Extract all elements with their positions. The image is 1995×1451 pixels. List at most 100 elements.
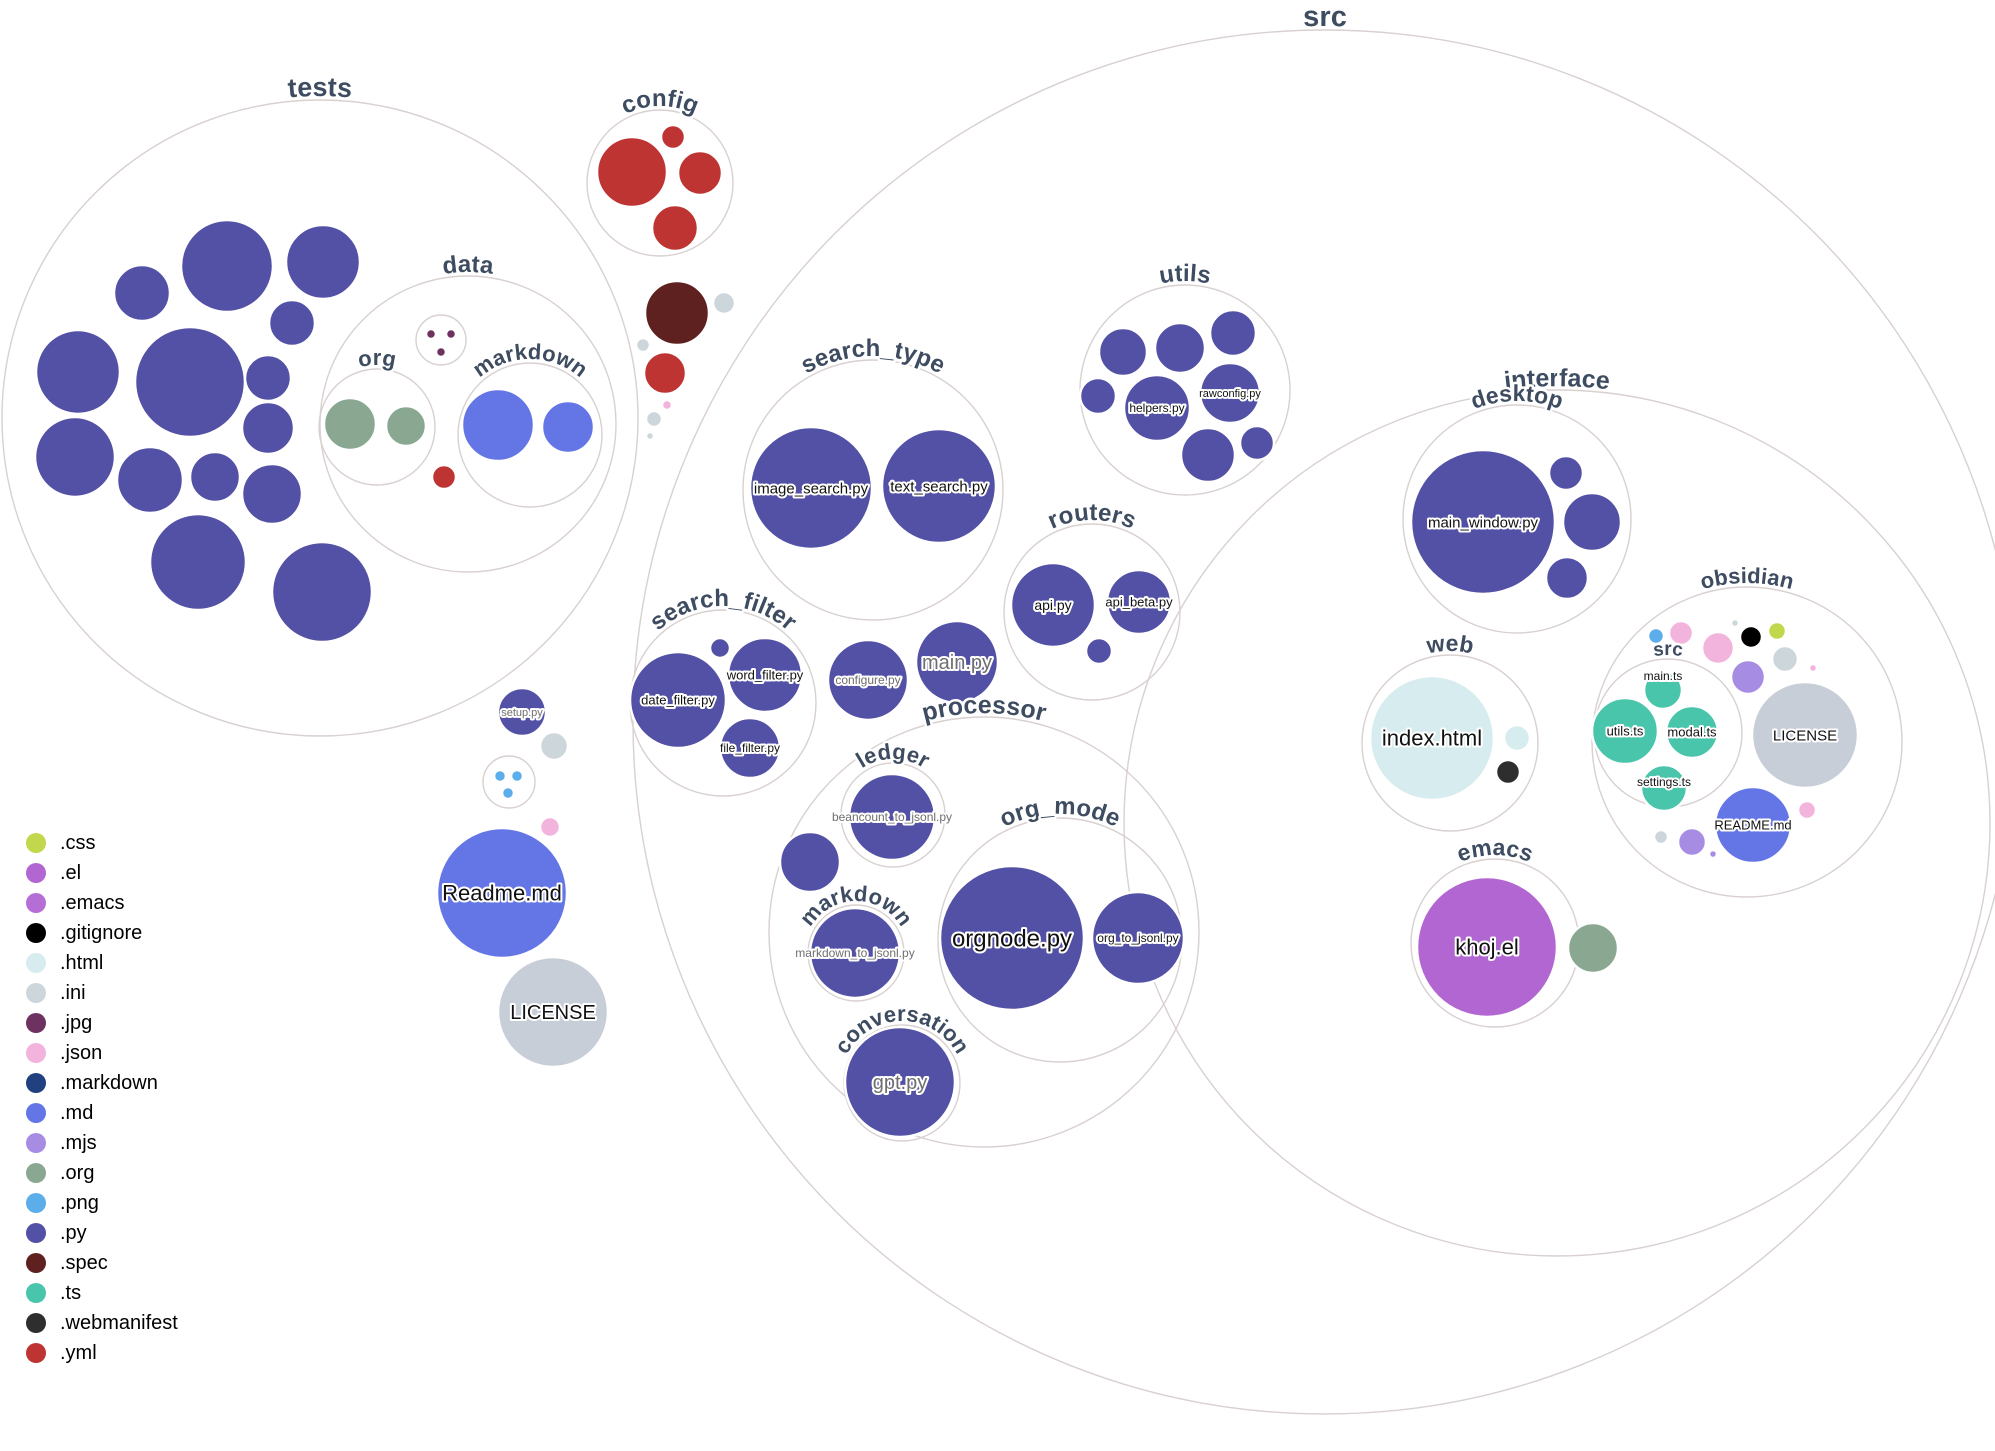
file-circle (188, 450, 242, 504)
folder-label-routers: routers (1044, 499, 1140, 535)
file-circle (1566, 921, 1620, 975)
file-circle-date_filter.py (628, 650, 728, 750)
file-circle (1770, 644, 1800, 674)
file-circle-rawconfig.py (1198, 361, 1262, 425)
file-circle (1707, 848, 1719, 860)
folder-label-tests: tests (287, 72, 354, 103)
file-circle (676, 149, 724, 197)
file-circle (434, 345, 448, 359)
file-circle (1208, 308, 1258, 358)
file-label-LICENSE: LICENSE (510, 1002, 596, 1024)
legend-label: .jpg (60, 1012, 93, 1034)
legend-label: .webmanifest (60, 1312, 178, 1334)
legend-item-json: .json (26, 1038, 178, 1068)
folder-ring-ledger (840, 762, 946, 868)
folder-ring-unnamed (482, 755, 536, 809)
yml-color-swatch (26, 1343, 46, 1363)
file-label-LICENSE: LICENSE (1773, 727, 1837, 744)
folder-label-path (629, 26, 1995, 722)
file-circle-settings.ts (1639, 763, 1689, 813)
folder-label-utils: utils (1157, 260, 1213, 290)
html-color-swatch (26, 953, 46, 973)
folder-ring-markdown (807, 904, 905, 1002)
file-circle (644, 430, 656, 442)
file-circle (1738, 624, 1764, 650)
file-circle (778, 830, 842, 894)
file-circle (112, 263, 172, 323)
css-color-swatch (26, 833, 46, 853)
file-circle (34, 328, 122, 416)
file-circle (659, 123, 687, 151)
file-circle (133, 325, 247, 439)
file-label-gpt.py: gpt.py (873, 1072, 927, 1094)
legend-item-ts: .ts (26, 1278, 178, 1308)
file-circle (492, 768, 508, 784)
folder-ring-src (632, 29, 1995, 1415)
legend-label: .png (60, 1192, 99, 1214)
el-color-swatch (26, 863, 46, 883)
file-circle (460, 387, 536, 463)
file-label-setup.py: setup.py (501, 707, 543, 719)
legend-item-md: .md (26, 1098, 178, 1128)
file-circle-main.ts (1642, 669, 1684, 711)
folder-label-web: web (1424, 630, 1476, 658)
file-circle-utils.ts (1590, 696, 1660, 766)
legend-item-png: .png (26, 1188, 178, 1218)
file-circle (711, 290, 737, 316)
file-circle-image_search.py (748, 425, 874, 551)
webmanifest-color-swatch (26, 1313, 46, 1333)
file-circle (1646, 626, 1666, 646)
spec-color-swatch (26, 1253, 46, 1273)
folder-ring-routers (1003, 523, 1181, 701)
file-circle-modal.ts (1664, 704, 1720, 760)
file-circle (540, 399, 596, 455)
file-circle (642, 350, 688, 396)
file-circle (1652, 828, 1670, 846)
folder-label-markdown: markdown (468, 339, 593, 382)
legend-item-gitignore: .gitignore (26, 918, 178, 948)
folder-ring-markdown (457, 362, 603, 508)
file-label-helpers.py: helpers.py (1129, 401, 1184, 415)
file-circle (1097, 326, 1149, 378)
file-circle-markdown_to_jsonl.py (808, 906, 902, 1000)
legend-label: .emacs (60, 892, 125, 914)
file-circle-text_search.py (880, 427, 998, 545)
folder-label-search_filter: search_filter (645, 585, 802, 636)
file-circle-README.md (1713, 785, 1793, 865)
file-label-khoj.el: khoj.el (1455, 935, 1519, 960)
file-circle (1676, 826, 1708, 858)
file-circle (1700, 630, 1736, 666)
file-circle (148, 512, 248, 612)
file-label-word_filter.py: word_filter.py (726, 668, 804, 683)
file-circle (1667, 619, 1695, 647)
file-circle (1547, 454, 1585, 492)
legend-label: .gitignore (60, 922, 143, 944)
file-circle (430, 463, 458, 491)
folder-ring-data (319, 275, 617, 573)
folder-label-config: config (617, 85, 702, 120)
file-label-modal.ts: modal.ts (1667, 725, 1717, 740)
folder-label-data: data (441, 251, 496, 280)
legend-item-org: .org (26, 1158, 178, 1188)
legend-item-py: .py (26, 1218, 178, 1248)
file-circle (240, 462, 304, 526)
py-color-swatch (26, 1223, 46, 1243)
file-circle (384, 404, 428, 448)
folder-ring-obsidian (1591, 586, 1903, 898)
file-circle (634, 336, 652, 354)
legend-label: .py (60, 1222, 87, 1244)
folder-ring-interface (1123, 389, 1991, 1257)
folder-label-obsidian: obsidian (1698, 563, 1797, 594)
file-label-text_search.py: text_search.py (890, 478, 988, 495)
extension-legend: .css .el .emacs .gitignore .html .ini .jpg .jso… (26, 828, 178, 1368)
file-label-orgnode.py: orgnode.py (952, 925, 1072, 952)
file-circle (444, 327, 458, 341)
file-circle (1179, 426, 1237, 484)
file-label-README.md: README.md (1714, 818, 1791, 833)
file-circle (270, 540, 374, 644)
folder-label-interface: interface (1503, 364, 1612, 395)
legend-item-css: .css (26, 828, 178, 858)
jpg-color-swatch (26, 1013, 46, 1033)
file-label-markdown_to_jsonl.py: markdown_to_jsonl.py (795, 946, 914, 960)
